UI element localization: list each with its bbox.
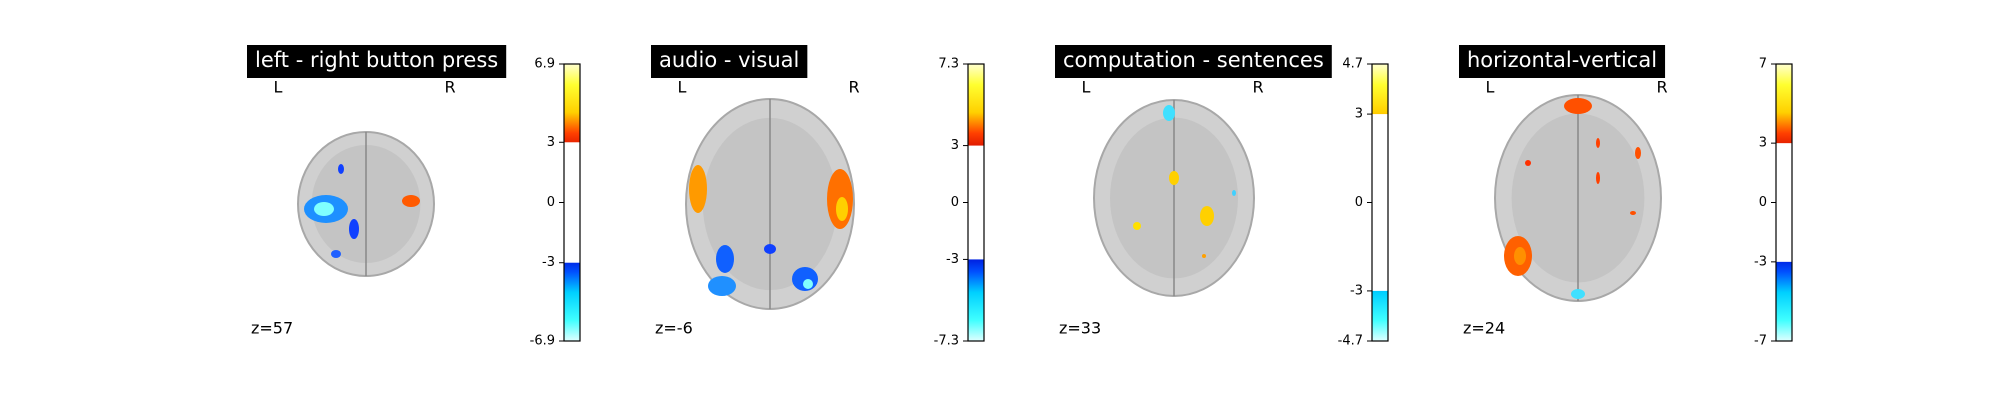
colorbar-tick-label: 0: [547, 195, 555, 210]
title-box: [651, 45, 808, 78]
colorbar-positive: [1776, 64, 1792, 144]
colorbar-tick-label: 3: [547, 135, 555, 150]
activation-blob: [708, 276, 736, 296]
right-label: R: [1656, 78, 1667, 97]
slice-label: z=24: [1463, 319, 1505, 338]
colorbar-positive: [564, 64, 580, 143]
brain-slice: [1494, 94, 1662, 302]
colorbar-negative: [968, 259, 984, 341]
activation-blob: [689, 165, 707, 213]
activation-blob: [1163, 105, 1175, 121]
colorbar: -7 -3 0 3 7: [1754, 57, 1793, 349]
colorbar-positive: [1372, 64, 1388, 115]
panel: computation - sentences L Rz=33: [1055, 45, 1332, 338]
panel-title: computation - sentences: [1063, 48, 1324, 72]
left-label: L: [1082, 78, 1091, 97]
panel: horizontal-vertical L Rz=24: [1459, 45, 1668, 338]
colorbar-tick-label: -6.9: [530, 334, 555, 349]
activation-blob: [764, 244, 776, 254]
brain-slice: [297, 131, 435, 277]
activation-blob: [331, 250, 341, 258]
colorbar-tick-label: -4.7: [1338, 334, 1363, 349]
activation-blob: [1133, 222, 1141, 230]
title-box: [1459, 45, 1666, 78]
colorbar-tick-label: 0: [1759, 195, 1767, 210]
slice-label: z=33: [1059, 319, 1101, 338]
activation-blob: [1596, 138, 1600, 148]
colorbar-tick-label: 3: [1355, 107, 1363, 122]
brain-slice: [1093, 99, 1255, 297]
activation-blob: [716, 245, 734, 273]
colorbar-tick-label: -3: [1350, 283, 1363, 298]
colorbar-tick-label: 6.9: [534, 57, 555, 72]
panel: left - right button press L Rz=57: [247, 45, 507, 338]
colorbar-tick-label: -3: [542, 255, 555, 270]
colorbar-negative: [564, 262, 580, 341]
right-label: R: [1252, 78, 1263, 97]
activation-blob: [1169, 171, 1179, 185]
colorbar-tick-label: -3: [946, 252, 959, 267]
title-box: [247, 45, 507, 78]
brain-slice: [685, 98, 855, 310]
colorbar: -4.7 -3 0 3 4.7: [1338, 57, 1389, 349]
activation-blob: [1232, 190, 1236, 196]
activation-blob: [1525, 160, 1531, 166]
title-box: [1055, 45, 1332, 78]
activation-blob: [1630, 211, 1636, 215]
activation-blob: [836, 197, 848, 221]
activation-blob: [1202, 254, 1206, 258]
colorbar-tick-label: 4.7: [1342, 57, 1363, 72]
left-label: L: [1486, 78, 1495, 97]
panel-title: horizontal-vertical: [1467, 48, 1657, 72]
colorbar-negative: [1372, 290, 1388, 341]
left-label: L: [678, 78, 687, 97]
colorbar-tick-label: -7.3: [934, 334, 959, 349]
colorbar-tick-label: -3: [1754, 254, 1767, 269]
activation-blob: [803, 279, 813, 289]
activation-blob: [402, 195, 420, 207]
colorbar-tick-label: -7: [1754, 334, 1767, 349]
right-label: R: [444, 78, 455, 97]
colorbar-tick-label: 3: [1759, 136, 1767, 151]
activation-blob: [314, 202, 334, 216]
colorbar-tick-label: 7: [1759, 57, 1767, 72]
colorbar-background: [1372, 64, 1388, 341]
left-label: L: [274, 78, 283, 97]
activation-blob: [1200, 206, 1214, 226]
activation-blob: [1514, 247, 1526, 265]
activation-blob: [1564, 98, 1592, 114]
colorbar-tick-label: 3: [951, 138, 959, 153]
colorbar-tick-label: 0: [1355, 195, 1363, 210]
colorbar: -6.9 -3 0 3 6.9: [530, 57, 581, 349]
slice-label: z=57: [251, 319, 293, 338]
activation-blob: [1635, 147, 1641, 159]
activation-blob: [338, 164, 344, 174]
panel-title: left - right button press: [255, 48, 498, 72]
activation-blob: [1571, 289, 1585, 299]
panel: audio - visual L Rz=-6: [651, 45, 860, 338]
colorbar-tick-label: 0: [951, 195, 959, 210]
colorbar-negative: [1776, 261, 1792, 341]
right-label: R: [848, 78, 859, 97]
activation-blob: [1596, 172, 1600, 184]
panel-title: audio - visual: [659, 48, 799, 72]
colorbar: -7.3 -3 0 3 7.3: [934, 57, 985, 349]
activation-blob: [349, 219, 359, 239]
colorbar-tick-label: 7.3: [938, 57, 959, 72]
colorbar-positive: [968, 64, 984, 146]
slice-label: z=-6: [655, 319, 693, 338]
